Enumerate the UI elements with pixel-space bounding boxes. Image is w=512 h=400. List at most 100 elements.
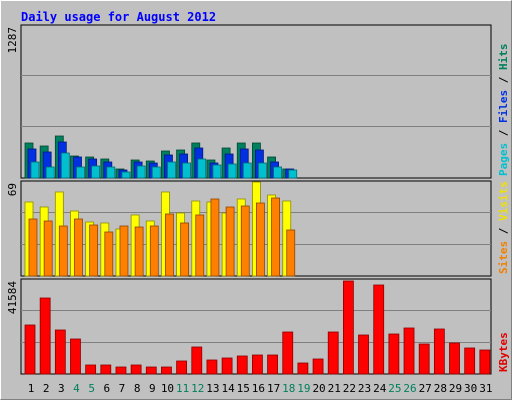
- bar-sites-day-undefined: [74, 218, 83, 277]
- x-tick-label: 3: [58, 382, 65, 395]
- bar-pages-day-14: [227, 163, 237, 179]
- bar-sites-day-undefined: [119, 225, 129, 277]
- bar-kbytes-day-undefined: [267, 354, 278, 375]
- bar-sites-day-undefined: [225, 206, 235, 277]
- bar-sites-day-undefined: [271, 197, 280, 277]
- bar-sites-day-undefined: [89, 224, 99, 277]
- bar-kbytes-day-undefined: [206, 359, 218, 375]
- bar-sites-day-undefined: [286, 229, 296, 277]
- legend-separator: /: [497, 221, 510, 241]
- y-axis-max-label: 41584: [6, 281, 19, 314]
- bar-kbytes-day-undefined: [221, 357, 233, 375]
- bar-kbytes-day-undefined: [252, 354, 263, 375]
- bar-kbytes-day-undefined: [39, 297, 51, 375]
- bar-kbytes-day-undefined: [418, 343, 430, 375]
- bar-pages-day-4: [76, 166, 85, 179]
- legend: Pages / Files / Hits: [497, 44, 510, 177]
- bar-pages-day-13: [212, 164, 222, 179]
- x-tick-label: 5: [88, 382, 95, 395]
- legend-hits: Hits: [497, 44, 510, 71]
- bar-pages-day-1: [30, 161, 40, 179]
- bar-kbytes-day-undefined: [54, 329, 66, 375]
- legend-sites: Sites: [497, 241, 510, 274]
- x-tick-label: 9: [149, 382, 156, 395]
- x-tick-label: 4: [73, 382, 80, 395]
- bar-pages-day-9: [151, 166, 161, 179]
- bar-kbytes-day-undefined: [24, 324, 36, 375]
- x-tick-label: 31: [479, 382, 492, 395]
- bar-pages-day-10: [167, 161, 176, 179]
- bar-pages-day-2: [45, 166, 55, 179]
- bar-sites-day-undefined: [58, 225, 68, 277]
- x-tick-label: 8: [134, 382, 141, 395]
- legend-visits: Visits: [497, 181, 510, 221]
- x-tick-label: 15: [237, 382, 250, 395]
- bar-kbytes-day-undefined: [373, 284, 385, 375]
- bar-kbytes-day-undefined: [100, 364, 112, 375]
- legend-files: Files: [497, 90, 510, 123]
- bar-pages-day-8: [136, 165, 146, 179]
- bar-kbytes-day-undefined: [70, 338, 81, 375]
- panel-1: 1287 Pages / Files / Hits: [6, 24, 510, 179]
- x-tick-label: 14: [221, 382, 235, 395]
- legend: Sites / Visits: [497, 181, 510, 274]
- bar-kbytes-day-undefined: [282, 331, 294, 375]
- bar-sites-day-undefined: [195, 214, 205, 277]
- x-tick-label: 25: [388, 382, 401, 395]
- bar-sites-day-undefined: [104, 231, 114, 277]
- bar-kbytes-day-undefined: [236, 355, 248, 375]
- x-tick-label: 16: [252, 382, 265, 395]
- bar-pages-day-17: [273, 166, 282, 179]
- bar-kbytes-day-undefined: [403, 327, 415, 375]
- bar-sites-day-undefined: [149, 225, 159, 277]
- bar-pages-day-18: [288, 169, 298, 179]
- legend-separator: /: [497, 123, 510, 143]
- bar-sites-day-undefined: [256, 202, 265, 277]
- x-tick-label: 26: [403, 382, 416, 395]
- bar-pages-day-7: [121, 171, 131, 179]
- bar-kbytes-day-undefined: [145, 366, 157, 375]
- bar-pages-day-3: [60, 152, 70, 179]
- x-tick-label: 11: [176, 382, 189, 395]
- bar-sites-day-undefined: [43, 220, 53, 277]
- bar-pages-day-12: [197, 158, 207, 179]
- x-tick-label: 12: [191, 382, 204, 395]
- bar-pages-day-6: [106, 166, 116, 179]
- x-tick-label: 20: [312, 382, 325, 395]
- x-tick-label: 17: [267, 382, 280, 395]
- bar-kbytes-day-undefined: [176, 360, 188, 375]
- y-axis-max-label: 69: [6, 183, 19, 196]
- bar-kbytes-day-undefined: [479, 349, 491, 375]
- legend: KBytes: [497, 332, 510, 372]
- bar-kbytes-day-undefined: [449, 342, 460, 375]
- bar-sites-day-undefined: [165, 213, 174, 277]
- bar-kbytes-day-undefined: [297, 362, 309, 375]
- x-tick-label: 22: [343, 382, 356, 395]
- x-tick-label: 18: [282, 382, 295, 395]
- bar-sites-day-undefined: [28, 218, 38, 277]
- x-tick-label: 27: [419, 382, 432, 395]
- x-tick-label: 29: [449, 382, 462, 395]
- x-tick-label: 13: [206, 382, 219, 395]
- bar-kbytes-day-undefined: [433, 328, 445, 375]
- bar-kbytes-day-undefined: [161, 366, 172, 375]
- bar-kbytes-day-undefined: [115, 366, 127, 375]
- legend-kbytes: KBytes: [497, 332, 510, 372]
- x-axis-day-labels: 1 2 3 4 5 6 7 8 9 10 11 12 13 14 15 16 17 18 19 20 21 22 23 24 2…: [28, 382, 493, 395]
- bar-kbytes-day-undefined: [388, 333, 400, 375]
- bar-sites-day-undefined: [210, 198, 220, 277]
- x-tick-label: 2: [43, 382, 50, 395]
- panel-3: 41584 KBytes: [6, 278, 510, 375]
- legend-separator: /: [497, 70, 510, 90]
- bar-kbytes-day-undefined: [342, 280, 354, 375]
- x-tick-label: 19: [297, 382, 310, 395]
- x-tick-label: 28: [434, 382, 447, 395]
- y-axis-max-label: 1287: [6, 27, 19, 54]
- bar-sites-day-undefined: [240, 205, 250, 277]
- x-tick-label: 30: [464, 382, 477, 395]
- bar-kbytes-day-undefined: [464, 347, 476, 375]
- bar-pages-day-16: [258, 162, 267, 179]
- bar-kbytes-day-undefined: [312, 358, 324, 375]
